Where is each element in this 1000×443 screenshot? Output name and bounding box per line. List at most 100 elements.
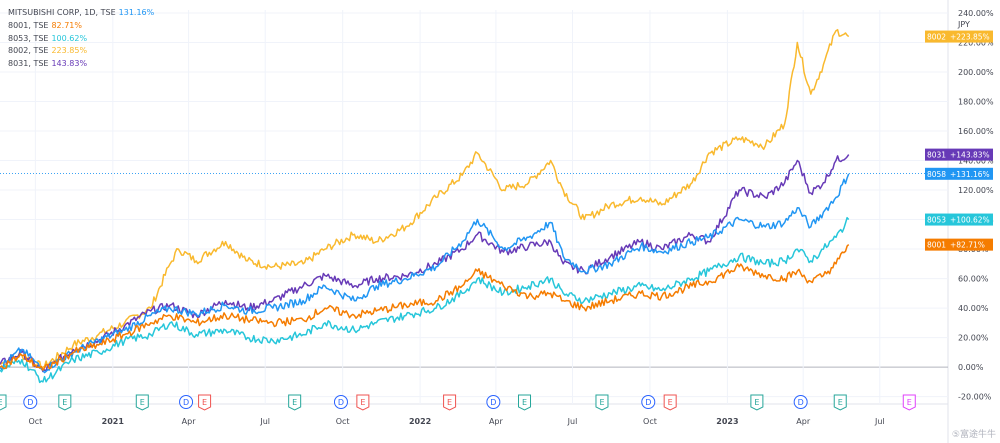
- legend-item-8001[interactable]: 8001, TSE 82.71%: [8, 20, 154, 33]
- x-tick-label: Oct: [336, 417, 350, 426]
- y-tick-label: 140.00%: [958, 157, 994, 166]
- dividend-marker[interactable]: D: [333, 395, 348, 409]
- event-marker-label: E: [907, 398, 912, 407]
- event-marker-label: E: [668, 398, 673, 407]
- dividend-marker[interactable]: D: [179, 395, 194, 409]
- y-axis: -20.00%0.00%20.00%40.00%60.00%80.00%100.…: [957, 9, 994, 402]
- series-line-8058: [0, 173, 850, 374]
- y-tick-label: 120.00%: [958, 186, 994, 195]
- x-tick-label: Oct: [28, 417, 42, 426]
- earnings-marker[interactable]: E: [663, 394, 677, 411]
- legend-name: 8001, TSE: [8, 20, 49, 30]
- x-tick-label: 2022: [409, 417, 431, 426]
- last-label-symbol-bg: [925, 148, 948, 161]
- last-label-value: +131.16%: [950, 170, 990, 179]
- earnings-marker-shape: [288, 394, 302, 411]
- last-label-value: +100.62%: [950, 216, 990, 225]
- watermark-logo: ⑤富途牛牛: [951, 430, 996, 440]
- dividend-marker[interactable]: D: [23, 395, 38, 409]
- earnings-marker[interactable]: E: [902, 394, 916, 411]
- event-marker-label: E: [447, 398, 452, 407]
- y-tick-label: 180.00%: [958, 97, 994, 106]
- last-label-symbol: 8001: [927, 241, 946, 250]
- earnings-marker-shape: [663, 394, 677, 411]
- last-label-value: +82.71%: [950, 241, 985, 250]
- legend-name: 8002, TSE: [8, 46, 49, 56]
- event-marker-label: E: [140, 398, 145, 407]
- legend-value: 131.16%: [118, 8, 155, 17]
- earnings-marker-shape: [518, 394, 532, 411]
- earnings-marker-shape: [902, 394, 916, 411]
- y-tick-label: 160.00%: [958, 127, 994, 136]
- earnings-marker[interactable]: E: [198, 394, 212, 411]
- y-tick-label: 40.00%: [958, 304, 989, 313]
- last-label-symbol: 8058: [927, 170, 946, 179]
- earnings-marker[interactable]: E: [750, 394, 764, 411]
- earnings-marker-shape: [595, 394, 609, 411]
- y-axis-unit: JPY: [957, 20, 970, 29]
- x-axis: Oct 2021 Apr Jul Oct 2022 Apr Jul Oct 2023 Apr Jul: [28, 417, 884, 426]
- earnings-marker[interactable]: E: [518, 394, 532, 411]
- event-marker-label: E: [360, 398, 365, 407]
- y-tick-label: 200.00%: [958, 68, 994, 77]
- earnings-marker[interactable]: E: [595, 394, 609, 411]
- earnings-marker-shape: [443, 394, 457, 411]
- earnings-marker-shape: [356, 394, 370, 411]
- y-tick-label: 60.00%: [958, 275, 989, 284]
- earnings-marker[interactable]: E: [443, 394, 457, 411]
- event-markers[interactable]: EDEEDEEDEEDEEDEEDEE: [0, 394, 916, 411]
- dividend-marker[interactable]: D: [793, 395, 808, 409]
- dividend-marker-shape: [486, 395, 501, 409]
- event-marker-label: E: [292, 398, 297, 407]
- last-label-value-bg: [948, 148, 993, 161]
- legend-item-8053[interactable]: 8053, TSE 100.62%: [8, 33, 154, 46]
- last-label-symbol-bg: [925, 167, 948, 180]
- event-marker-label: E: [522, 398, 527, 407]
- last-label-symbol-bg: [925, 30, 948, 43]
- legend-value: 100.62%: [51, 33, 88, 43]
- legend: MITSUBISHI CORP, 1D, TSE 131.16% 8001, TS…: [8, 7, 154, 71]
- last-label-value: +143.83%: [950, 151, 990, 160]
- event-marker-label: D: [183, 398, 189, 407]
- earnings-marker[interactable]: E: [833, 394, 847, 411]
- dividend-marker[interactable]: D: [641, 395, 656, 409]
- last-label-value-bg: [948, 167, 993, 180]
- last-label-symbol-bg: [925, 213, 948, 226]
- earnings-marker[interactable]: E: [0, 394, 7, 411]
- legend-item-8031[interactable]: 8031, TSE 143.83%: [8, 58, 154, 71]
- legend-value: 143.83%: [51, 59, 88, 69]
- legend-item-8002[interactable]: 8002, TSE 223.85%: [8, 45, 154, 58]
- legend-item-mitsubishi[interactable]: MITSUBISHI CORP, 1D, TSE 131.16%: [8, 7, 154, 20]
- x-tick-label: Apr: [796, 417, 811, 426]
- dividend-marker[interactable]: D: [486, 395, 501, 409]
- last-label-value-bg: [948, 213, 993, 226]
- dividend-marker-shape: [333, 395, 348, 409]
- legend-value: 82.71%: [51, 20, 82, 30]
- earnings-marker[interactable]: E: [356, 394, 370, 411]
- x-tick-label: Jul: [874, 417, 885, 426]
- last-label-value-bg: [948, 238, 993, 251]
- event-marker-label: E: [599, 398, 604, 407]
- x-tick-label: Apr: [489, 417, 504, 426]
- dividend-marker-shape: [23, 395, 38, 409]
- dividend-marker-shape: [179, 395, 194, 409]
- last-label-symbol: 8053: [927, 216, 946, 225]
- x-tick-label: Oct: [643, 417, 657, 426]
- earnings-marker-shape: [135, 394, 149, 411]
- series-lines: [0, 28, 850, 384]
- earnings-marker-shape: [0, 394, 7, 411]
- event-marker-label: D: [490, 398, 496, 407]
- earnings-marker[interactable]: E: [135, 394, 149, 411]
- event-marker-label: E: [838, 398, 843, 407]
- y-tick-label: 220.00%: [958, 38, 994, 47]
- earnings-marker[interactable]: E: [288, 394, 302, 411]
- y-tick-label: 20.00%: [958, 334, 989, 343]
- last-label-symbol: 8031: [927, 151, 946, 160]
- earnings-marker-shape: [58, 394, 72, 411]
- last-label-symbol-bg: [925, 238, 948, 251]
- series-line-8053: [0, 216, 850, 384]
- series-line-8002: [0, 28, 850, 371]
- x-tick-label: 2021: [102, 417, 125, 426]
- earnings-marker[interactable]: E: [58, 394, 72, 411]
